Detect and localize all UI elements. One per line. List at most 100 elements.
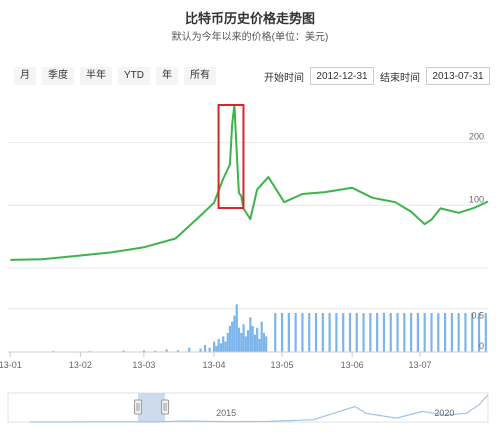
- volume-bar: [224, 341, 227, 352]
- volume-bar: [247, 330, 250, 352]
- range-button-year[interactable]: 年: [156, 67, 178, 85]
- volume-bar: [369, 313, 372, 352]
- navigator-frame: [7, 392, 489, 423]
- chart-title: 比特币历史价格走势图: [184, 11, 315, 26]
- volume-bar: [362, 313, 365, 352]
- price-y-tick-label: 200: [469, 132, 484, 142]
- spike-highlight-box: [217, 104, 245, 209]
- volume-bar: [274, 313, 277, 352]
- axis-layer: 100 200 0 0.5 13-01 13-02 13-03 13-04 13-05 13-06…: [0, 132, 488, 370]
- volume-bar: [203, 345, 207, 352]
- range-button-all[interactable]: 所有: [184, 67, 216, 85]
- volume-bar: [122, 350, 125, 352]
- volume-bar: [176, 350, 180, 352]
- volume-bar: [335, 313, 338, 352]
- chart-subtitle: 默认为今年以来的价格(单位：美元): [171, 32, 329, 43]
- volume-bar: [484, 313, 487, 352]
- volume-bar: [355, 313, 358, 352]
- volume-bar: [199, 348, 202, 352]
- range-selector: 月 季度 半年 YTD 年 所有: [14, 66, 216, 86]
- volume-bar: [308, 313, 311, 352]
- volume-bar: [294, 313, 297, 352]
- volume-bar: [242, 324, 245, 352]
- volume-bar: [213, 341, 216, 352]
- navigator[interactable]: 2015 2020: [7, 392, 489, 423]
- volume-bar: [471, 313, 474, 352]
- volume-bar: [154, 350, 157, 352]
- x-tick-label: 13-06: [341, 360, 364, 370]
- x-tick-label: 13-03: [132, 360, 155, 370]
- volume-bar: [165, 349, 168, 352]
- end-date-label: 结束时间: [380, 72, 420, 84]
- volume-bar: [231, 321, 234, 352]
- volume-bar: [376, 313, 379, 352]
- x-tick-label: 13-07: [409, 360, 432, 370]
- volume-series: [52, 304, 487, 352]
- end-date-input[interactable]: [426, 67, 490, 85]
- volume-bar: [233, 315, 236, 352]
- volume-bar: [253, 334, 256, 352]
- volume-bar: [430, 313, 433, 352]
- volume-bar: [188, 347, 191, 352]
- volume-bar: [287, 313, 290, 352]
- volume-bar: [240, 332, 243, 352]
- x-tick-label: 13-04: [203, 360, 226, 370]
- volume-bar: [416, 313, 420, 352]
- price-series: [10, 104, 489, 261]
- navigator-left-handle[interactable]: [134, 399, 143, 415]
- volume-bar: [208, 347, 211, 352]
- x-tick-label: 13-01: [0, 360, 22, 370]
- range-button-quarter[interactable]: 季度: [42, 67, 74, 85]
- navigator-right-handle[interactable]: [161, 399, 170, 415]
- volume-y-tick-label: 0: [479, 341, 484, 351]
- range-button-month[interactable]: 月: [14, 67, 36, 85]
- volume-bar: [410, 313, 413, 352]
- highlight-layer: [217, 104, 245, 209]
- volume-bar: [251, 326, 254, 352]
- volume-bar: [321, 313, 324, 352]
- volume-bar: [314, 313, 318, 352]
- volume-bar: [258, 339, 261, 352]
- volume-bar: [280, 313, 284, 352]
- navigator-year-label: 2015: [216, 408, 236, 418]
- volume-bar: [256, 327, 259, 352]
- volume-bar: [450, 313, 453, 352]
- volume-bar: [215, 345, 218, 352]
- volume-bar: [217, 339, 220, 352]
- price-y-tick-label: 100: [469, 194, 484, 204]
- x-tick-label: 13-02: [69, 360, 92, 370]
- volume-bar: [249, 317, 252, 352]
- volume-bar: [423, 313, 426, 352]
- volume-bar: [437, 313, 440, 352]
- price-line: [10, 104, 489, 261]
- grid-layer: [8, 142, 488, 353]
- volume-bar: [235, 304, 238, 352]
- volume-bar: [237, 327, 241, 352]
- volume-y-tick-label: 0.5: [471, 311, 484, 321]
- x-tick-label: 13-05: [270, 360, 293, 370]
- volume-bar: [348, 313, 352, 352]
- start-date-label: 开始时间: [264, 72, 304, 84]
- volume-bar: [342, 313, 345, 352]
- volume-bar: [142, 350, 146, 352]
- range-button-half-year[interactable]: 半年: [80, 67, 112, 85]
- volume-bar: [464, 313, 467, 352]
- navigator-selection[interactable]: [138, 393, 166, 422]
- volume-bar: [457, 313, 460, 352]
- volume-bar: [328, 313, 331, 352]
- date-range-inputs: 开始时间 结束时间: [264, 66, 490, 86]
- volume-bar: [301, 313, 304, 352]
- navigator-year-label: 2020: [434, 408, 454, 418]
- volume-bar: [443, 313, 447, 352]
- navigator-line: [29, 394, 489, 423]
- volume-bar: [219, 343, 223, 352]
- volume-bar: [265, 336, 268, 352]
- volume-bar: [396, 313, 399, 352]
- start-date-input[interactable]: [310, 67, 374, 85]
- volume-bar: [260, 321, 263, 352]
- volume-bar: [382, 313, 386, 352]
- volume-bar: [262, 332, 266, 352]
- range-button-ytd[interactable]: YTD: [118, 67, 150, 85]
- volume-bar: [403, 313, 406, 352]
